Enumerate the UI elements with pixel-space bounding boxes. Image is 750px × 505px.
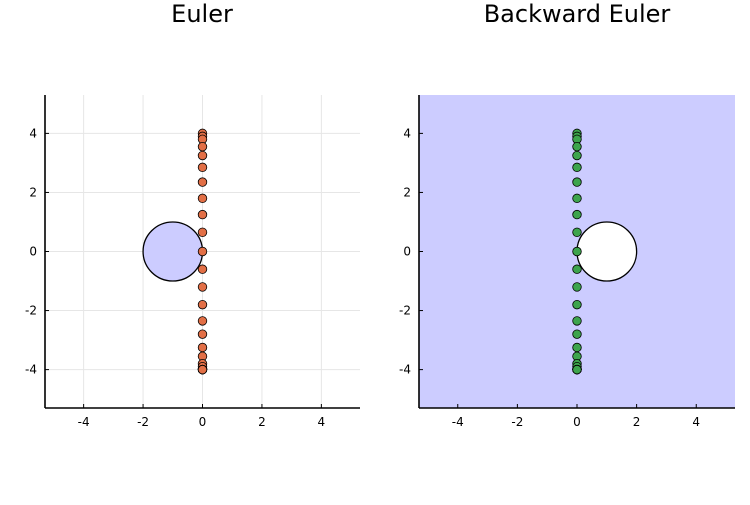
backward-euler-x-tick-label: 4 [692, 415, 700, 429]
backward-euler-point [572, 299, 582, 310]
euler-point [197, 227, 208, 238]
backward-euler-x-tick-label: -2 [511, 415, 523, 429]
euler-point [197, 162, 208, 173]
backward-euler-y-tick-label: 4 [403, 126, 411, 140]
backward-euler-point [572, 246, 582, 257]
euler-panel: Euler -4 -2 0 2 4 -4 -2 0 2 4 [25, 0, 360, 429]
backward-euler-y-tick-label: 0 [403, 245, 411, 259]
euler-point [197, 364, 208, 375]
euler-y-tick-label: -2 [25, 304, 37, 318]
backward-euler-point [572, 141, 582, 152]
backward-euler-point [572, 264, 582, 274]
euler-y-tick-label: 0 [29, 245, 37, 259]
euler-y-tick-label: 2 [29, 185, 37, 199]
euler-point [197, 141, 208, 152]
backward-euler-point [572, 209, 582, 220]
backward-euler-x-tick-label: 2 [633, 415, 641, 429]
euler-point [197, 246, 208, 257]
backward-euler-y-tick-label: 2 [403, 185, 411, 199]
euler-point [197, 282, 208, 292]
euler-stability-region [142, 221, 204, 282]
euler-x-tick-labels: -4 -2 0 2 4 [78, 415, 326, 429]
backward-euler-stability-region [576, 221, 638, 282]
backward-euler-point [572, 282, 582, 292]
backward-euler-y-tick-label: -2 [399, 304, 411, 318]
backward-euler-point [572, 316, 582, 326]
euler-x-tick-label: -4 [78, 415, 90, 429]
backward-euler-region-disk [576, 221, 638, 282]
backward-euler-x-tick-labels: -4 -2 0 2 4 [452, 415, 700, 429]
euler-x-tick-label: -2 [137, 415, 149, 429]
euler-x-tick-label: 2 [258, 415, 266, 429]
euler-point [197, 209, 208, 220]
euler-point [197, 299, 208, 310]
euler-title: Euler [171, 0, 233, 28]
euler-point [197, 329, 208, 339]
euler-axes [44, 95, 360, 409]
backward-euler-title: Backward Euler [484, 0, 671, 28]
euler-point [197, 316, 208, 326]
backward-euler-y-tick-labels: -4 -2 0 2 4 [399, 126, 411, 376]
euler-point [197, 177, 208, 187]
euler-point [197, 193, 208, 204]
euler-y-tick-label: 4 [29, 126, 37, 140]
backward-euler-point [572, 364, 582, 375]
backward-euler-point [572, 193, 582, 204]
euler-region-disk [142, 221, 204, 282]
euler-x-tick-label: 0 [199, 415, 207, 429]
backward-euler-eigenvalue-points [572, 128, 582, 375]
euler-x-tick-label: 4 [318, 415, 326, 429]
euler-y-tick-label: -4 [25, 363, 37, 377]
backward-euler-y-tick-label: -4 [399, 363, 411, 377]
backward-euler-panel: Backward Euler -4 -2 0 2 4 -4 -2 0 2 4 [399, 0, 735, 429]
euler-point [197, 264, 208, 274]
euler-eigenvalue-points [197, 128, 208, 375]
backward-euler-point [572, 150, 582, 161]
backward-euler-point [572, 177, 582, 187]
backward-euler-point [572, 227, 582, 238]
euler-y-tick-labels: -4 -2 0 2 4 [25, 126, 37, 376]
backward-euler-point [572, 162, 582, 173]
euler-point [197, 342, 208, 353]
backward-euler-axes [418, 95, 735, 409]
backward-euler-x-tick-label: 0 [573, 415, 581, 429]
backward-euler-point [572, 342, 582, 353]
euler-point [197, 150, 208, 161]
backward-euler-x-tick-label: -4 [452, 415, 464, 429]
backward-euler-point [572, 329, 582, 339]
